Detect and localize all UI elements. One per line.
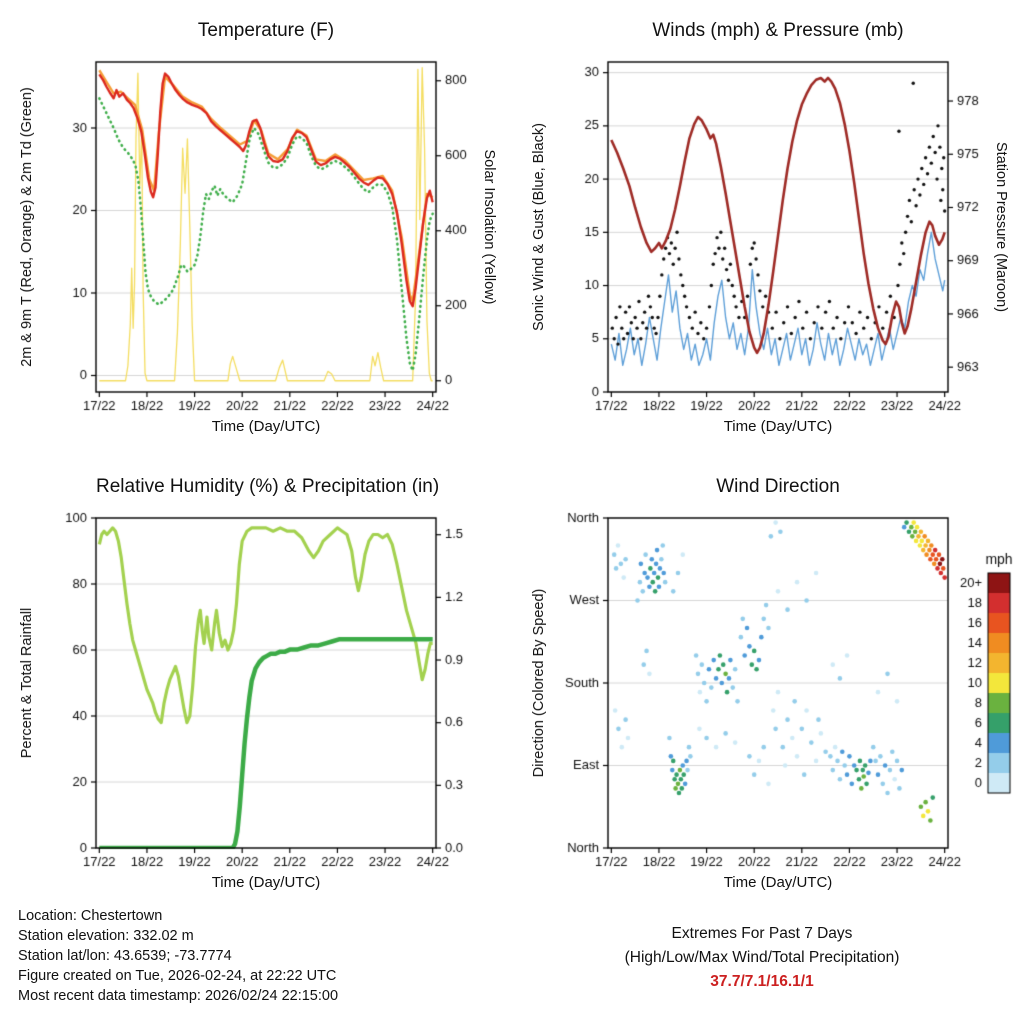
panel-humidity-precip: Relative Humidity (%) & Precipitation (i… <box>0 462 512 916</box>
most-recent-data-timestamp: Most recent data timestamp: 2026/02/24 2… <box>18 988 339 1004</box>
panel-winds-pressure: Winds (mph) & Pressure (mb) Sonic Wind &… <box>512 6 1024 460</box>
humidity-precip-chart-canvas <box>0 462 512 916</box>
solar-insolation-axis-label: Solar Insolation (Yellow) <box>481 149 497 305</box>
station-location: Location: Chestertown <box>18 908 163 924</box>
panel-temperature: Temperature (F) 2m & 9m T (Red, Orange) … <box>0 6 512 460</box>
wind-direction-x-axis-label: Time (Day/UTC) <box>723 874 833 891</box>
extremes-values: 37.7/7.1/16.1/1 <box>710 973 814 990</box>
temperature-chart-canvas <box>0 6 512 460</box>
wind-direction-chart-title: Wind Direction <box>716 476 840 497</box>
wind-direction-chart-canvas <box>512 462 1024 916</box>
winds-pressure-chart-title: Winds (mph) & Pressure (mb) <box>652 20 904 41</box>
temperature-y-axis-label: 2m & 9m T (Red, Orange) & 2m Td (Green) <box>19 87 35 367</box>
figure-created-timestamp: Figure created on Tue, 2026-02-24, at 22… <box>18 968 337 984</box>
extremes-summary: Extremes For Past 7 Days (High/Low/Max W… <box>512 922 1012 994</box>
temperature-chart-title: Temperature (F) <box>197 20 335 41</box>
station-latlon: Station lat/lon: 43.6539; -73.7774 <box>18 948 232 964</box>
percent-rainfall-axis-label: Percent & Total Rainfall <box>19 607 35 759</box>
station-pressure-axis-label: Station Pressure (Maroon) <box>993 141 1009 313</box>
winds-x-axis-label: Time (Day/UTC) <box>723 418 833 435</box>
humidity-precip-chart-title: Relative Humidity (%) & Precipitation (i… <box>96 476 440 497</box>
station-elevation: Station elevation: 332.02 m <box>18 928 194 944</box>
direction-axis-label: Direction (Colored By Speed) <box>531 588 547 778</box>
station-info: Location: Chestertown Station elevation:… <box>18 906 338 1006</box>
winds-pressure-chart-canvas <box>512 6 1024 460</box>
temperature-x-axis-label: Time (Day/UTC) <box>211 418 321 435</box>
panel-wind-direction: Wind Direction Direction (Colored By Spe… <box>512 462 1024 916</box>
wind-gust-axis-label: Sonic Wind & Gust (Blue, Black) <box>531 123 547 331</box>
humidity-x-axis-label: Time (Day/UTC) <box>211 874 321 891</box>
extremes-title: Extremes For Past 7 Days <box>671 925 853 942</box>
extremes-subtitle: (High/Low/Max Wind/Total Precipitation) <box>624 949 900 966</box>
